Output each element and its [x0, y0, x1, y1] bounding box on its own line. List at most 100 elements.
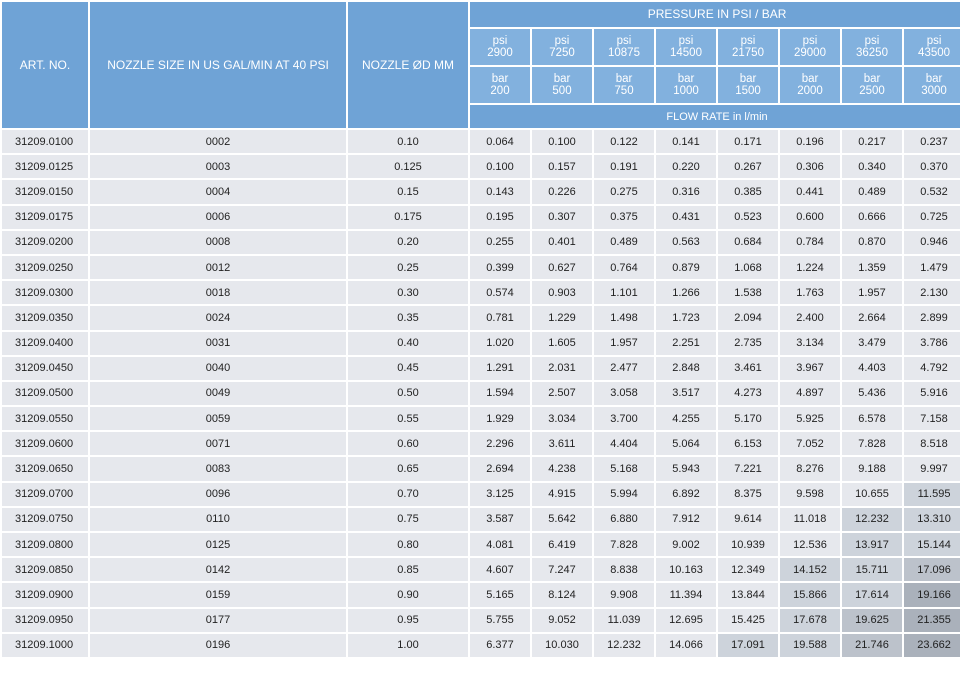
flow-rate-cell: 3.517: [656, 381, 716, 406]
flow-rate-cell: 1.229: [532, 306, 592, 330]
flow-rate-cell: 0.523: [718, 205, 778, 229]
flow-rate-cell: 2.094: [718, 306, 778, 330]
header-flow-rate: FLOW RATE in l/min: [470, 105, 960, 128]
bar-header-cell: bar 1500: [718, 67, 778, 104]
flow-rate-cell: 0.574: [470, 281, 530, 305]
flow-rate-cell: 4.403: [842, 356, 902, 380]
art-no-cell: 31209.0200: [2, 230, 88, 254]
flow-rate-cell: 0.064: [470, 130, 530, 154]
flow-rate-cell: 0.870: [842, 230, 902, 254]
nozzle-size-cell: 0003: [90, 155, 346, 179]
flow-rate-cell: 3.611: [532, 432, 592, 456]
flow-rate-cell: 4.915: [532, 482, 592, 506]
table-row: 31209.0850 0142 0.85 4.607 7.247 8.838 10.163 1…: [2, 558, 960, 582]
flow-rate-cell: 12.232: [842, 507, 902, 531]
header-nozzle-od: NOZZLE ØD MM: [348, 2, 468, 128]
bar-unit-label: bar: [677, 73, 695, 86]
flow-rate-cell: 17.096: [904, 558, 960, 582]
nozzle-od-cell: 0.175: [348, 205, 468, 229]
flow-rate-cell: 2.296: [470, 432, 530, 456]
psi-header-cell: psi 14500: [656, 28, 716, 66]
flow-rate-cell: 0.307: [532, 205, 592, 229]
nozzle-size-cell: 0159: [90, 583, 346, 607]
flow-rate-cell: 4.273: [718, 381, 778, 406]
nozzle-size-cell: 0177: [90, 608, 346, 632]
flow-rate-cell: 0.627: [532, 255, 592, 280]
flow-rate-cell: 6.880: [594, 507, 654, 531]
flow-rate-cell: 1.957: [594, 331, 654, 355]
psi-header-row: psi 2900 psi 7250 psi 10875 psi 14500 psi 21750 ps…: [2, 28, 960, 66]
flow-rate-cell: 7.221: [718, 457, 778, 481]
flow-rate-cell: 9.188: [842, 457, 902, 481]
flow-rate-cell: 12.349: [718, 558, 778, 582]
flow-rate-cell: 0.441: [780, 180, 840, 204]
nozzle-size-cell: 0110: [90, 507, 346, 531]
nozzle-size-cell: 0012: [90, 255, 346, 280]
flow-rate-cell: 5.755: [470, 608, 530, 632]
header-nozzle-size: NOZZLE SIZE IN US GAL/MIN AT 40 PSI: [90, 2, 346, 128]
bar-header-cell: bar 2500: [842, 67, 902, 104]
flow-rate-cell: 4.238: [532, 457, 592, 481]
flow-rate-cell: 5.170: [718, 407, 778, 431]
flow-rate-cell: 0.431: [656, 205, 716, 229]
flow-rate-cell: 6.419: [532, 533, 592, 557]
bar-header-cell: bar 500: [532, 67, 592, 104]
flow-rate-cell: 6.578: [842, 407, 902, 431]
psi-unit-label: psi: [492, 34, 508, 47]
table-row: 31209.0150 0004 0.15 0.143 0.226 0.275 0.316 0.…: [2, 180, 960, 204]
flow-rate-cell: 8.518: [904, 432, 960, 456]
flow-rate-cell: 6.377: [470, 633, 530, 657]
table-row: 31209.0600 0071 0.60 2.296 3.611 4.404 5.064 6.…: [2, 432, 960, 456]
nozzle-size-cell: 0125: [90, 533, 346, 557]
flow-rate-cell: 0.196: [780, 130, 840, 154]
flow-rate-cell: 0.275: [594, 180, 654, 204]
psi-value: 10875: [608, 46, 640, 59]
psi-unit-label: psi: [678, 34, 694, 47]
nozzle-od-cell: 1.00: [348, 633, 468, 657]
flow-rate-cell: 6.153: [718, 432, 778, 456]
art-no-cell: 31209.0450: [2, 356, 88, 380]
flow-rate-cell: 0.370: [904, 155, 960, 179]
flow-rate-cell: 9.052: [532, 608, 592, 632]
table-row: 31209.0200 0008 0.20 0.255 0.401 0.489 0.563 0.…: [2, 230, 960, 254]
flow-rate-cell: 0.600: [780, 205, 840, 229]
nozzle-size-cell: 0096: [90, 482, 346, 506]
flow-rate-cell: 0.316: [656, 180, 716, 204]
flow-rate-cell: 4.081: [470, 533, 530, 557]
flow-rate-cell: 8.124: [532, 583, 592, 607]
flow-rate-cell: 2.848: [656, 356, 716, 380]
table-row: 31209.0250 0012 0.25 0.399 0.627 0.764 0.879 1.…: [2, 255, 960, 280]
psi-unit-label: psi: [926, 34, 942, 47]
flow-rate-cell: 0.375: [594, 205, 654, 229]
nozzle-size-cell: 0059: [90, 407, 346, 431]
nozzle-od-cell: 0.20: [348, 230, 468, 254]
nozzle-od-cell: 0.25: [348, 255, 468, 280]
table-row: 31209.0900 0159 0.90 5.165 8.124 9.908 11.394 1…: [2, 583, 960, 607]
nozzle-od-cell: 0.45: [348, 356, 468, 380]
bar-value: 2500: [859, 85, 885, 98]
flow-rate-cell: 2.507: [532, 381, 592, 406]
table-row: 31209.0350 0024 0.35 0.781 1.229 1.498 1.723 2.…: [2, 306, 960, 330]
nozzle-od-cell: 0.85: [348, 558, 468, 582]
flow-rate-cell: 3.058: [594, 381, 654, 406]
table-row: 31209.0500 0049 0.50 1.594 2.507 3.058 3.517 4.…: [2, 381, 960, 406]
flow-rate-cell: 6.892: [656, 482, 716, 506]
flow-rate-cell: 3.587: [470, 507, 530, 531]
flow-rate-cell: 1.020: [470, 331, 530, 355]
nozzle-od-cell: 0.90: [348, 583, 468, 607]
table-row: 31209.0650 0083 0.65 2.694 4.238 5.168 5.943 7.…: [2, 457, 960, 481]
nozzle-od-cell: 0.65: [348, 457, 468, 481]
flow-rate-cell: 7.912: [656, 507, 716, 531]
bar-header-cell: bar 3000: [904, 67, 960, 104]
nozzle-od-cell: 0.30: [348, 281, 468, 305]
nozzle-od-cell: 0.60: [348, 432, 468, 456]
flow-rate-cell: 0.781: [470, 306, 530, 330]
flow-rate-cell: 2.899: [904, 306, 960, 330]
bar-unit-label: bar: [553, 73, 571, 86]
flow-rate-cell: 15.866: [780, 583, 840, 607]
table-row: 31209.0800 0125 0.80 4.081 6.419 7.828 9.002 10…: [2, 533, 960, 557]
bar-value: 500: [552, 85, 572, 98]
flow-rate-cell: 1.929: [470, 407, 530, 431]
art-no-cell: 31209.0125: [2, 155, 88, 179]
flow-rate-cell: 2.735: [718, 331, 778, 355]
